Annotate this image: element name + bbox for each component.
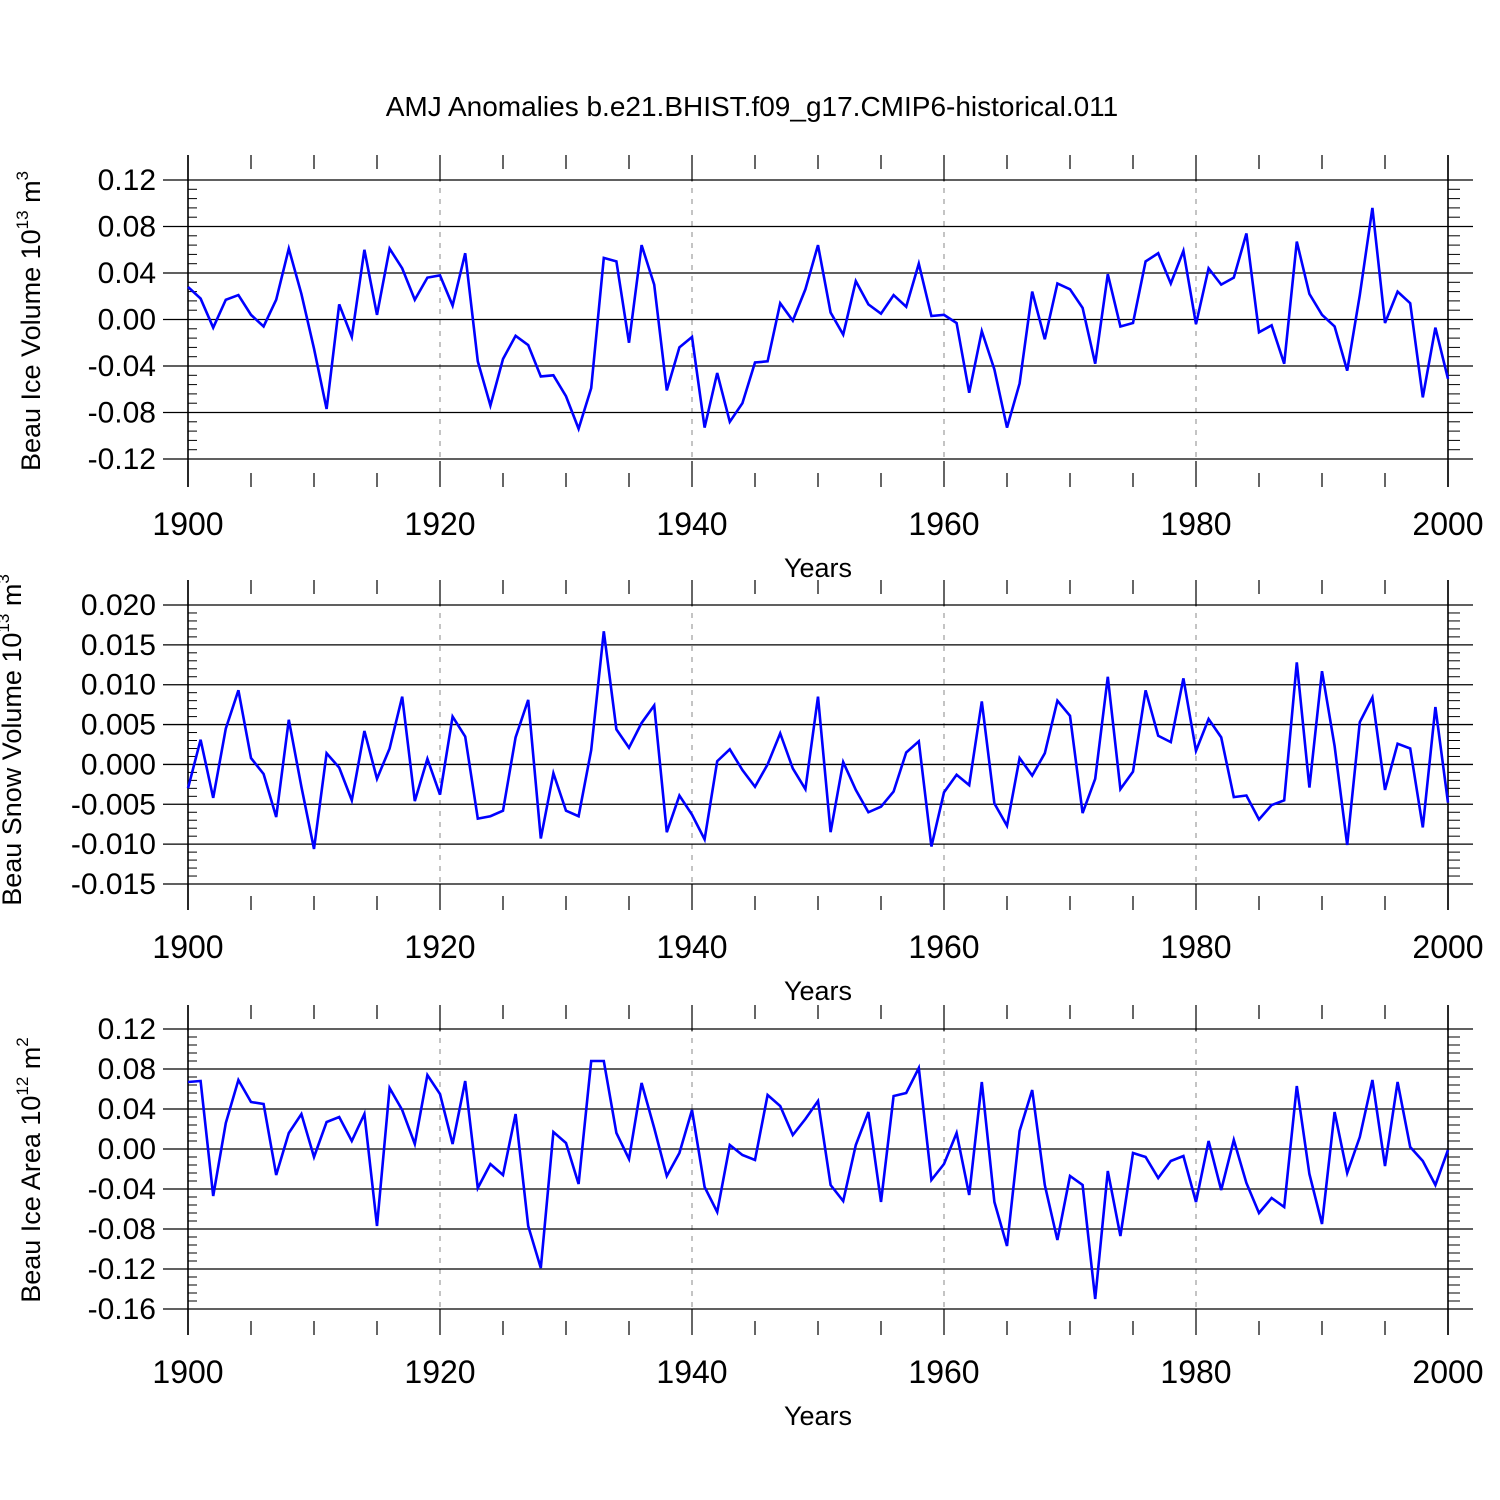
y-axis-label-part: Beau Ice Area 10	[16, 1096, 46, 1303]
x-tick-label: 1980	[1160, 1354, 1231, 1390]
y-tick-label: 0.04	[98, 257, 156, 290]
y-tick-label: -0.015	[71, 868, 156, 901]
x-tick-label: 1960	[908, 1354, 979, 1390]
y-tick-label: -0.010	[71, 828, 156, 861]
y-axis-label-part: Beau Ice Volume 10	[16, 229, 46, 471]
x-tick-label: 1960	[908, 506, 979, 542]
x-tick-label: 1920	[404, 506, 475, 542]
y-tick-label: -0.12	[88, 443, 156, 476]
x-axis-label: Years	[784, 1401, 852, 1431]
y-axis-label-superscript: 13	[13, 210, 32, 229]
y-tick-label: 0.12	[98, 1013, 156, 1046]
y-tick-label: 0.12	[98, 164, 156, 197]
y-tick-label: 0.020	[81, 589, 156, 622]
series-line	[187, 1059, 1450, 1300]
x-tick-label: 1980	[1160, 506, 1231, 542]
x-tick-label: 1940	[656, 929, 727, 965]
y-tick-label: -0.12	[88, 1253, 156, 1286]
chart-title: AMJ Anomalies b.e21.BHIST.f09_g17.CMIP6-…	[386, 91, 1119, 122]
y-tick-label: 0.08	[98, 1053, 156, 1086]
x-tick-label: 1900	[152, 929, 223, 965]
x-tick-label: 2000	[1412, 506, 1483, 542]
x-tick-label: 1960	[908, 929, 979, 965]
y-tick-label: -0.08	[88, 1213, 156, 1246]
y-axis-label-superscript: 2	[13, 1037, 32, 1046]
y-tick-label: 0.04	[98, 1093, 156, 1126]
y-axis-label-part: m	[0, 584, 27, 614]
y-axis-label-superscript: 13	[0, 614, 13, 633]
x-tick-label: 1940	[656, 1354, 727, 1390]
y-tick-label: 0.005	[81, 709, 156, 742]
x-axis-label: Years	[784, 553, 852, 583]
x-tick-label: 1940	[656, 506, 727, 542]
y-tick-label: -0.04	[88, 1173, 156, 1206]
y-tick-label: 0.00	[98, 304, 156, 337]
y-axis-label-part: Beau Snow Volume 10	[0, 633, 27, 906]
data-points	[187, 206, 1450, 430]
data-points	[187, 1060, 1450, 1301]
y-tick-label: -0.16	[88, 1293, 156, 1326]
y-axis-label: Beau Ice Volume 1013 m3	[13, 171, 46, 471]
x-tick-label: 1900	[152, 1354, 223, 1390]
panel-2: -0.015 -0.010 -0.005 0.000 0.005 0.010 0.015 0.…	[0, 574, 1484, 1006]
x-tick-label: 2000	[1412, 929, 1483, 965]
y-tick-label: -0.005	[71, 788, 156, 821]
y-tick-label: 0.000	[81, 748, 156, 781]
x-tick-label: 1980	[1160, 929, 1231, 965]
y-tick-label: -0.04	[88, 350, 156, 383]
x-tick-label: 1920	[404, 929, 475, 965]
y-axis-label-superscript: 3	[13, 171, 32, 180]
y-tick-label: 0.015	[81, 629, 156, 662]
y-axis-label: Beau Ice Area 1012 m2	[13, 1037, 46, 1303]
y-tick-label: 0.00	[98, 1133, 156, 1166]
panel-1: -0.12 -0.08 -0.04 0.00 0.04 0.08 0.12 1900 1920 1…	[13, 155, 1484, 583]
y-tick-label: -0.08	[88, 397, 156, 430]
y-axis-label: Beau Snow Volume 1013 m3	[0, 574, 27, 906]
x-tick-label: 1900	[152, 506, 223, 542]
x-tick-label: 1920	[404, 1354, 475, 1390]
y-axis-label-superscript: 3	[0, 574, 13, 583]
series-line	[187, 207, 1450, 433]
panel-3: -0.16 -0.12 -0.08 -0.04 0.00 0.04 0.08 0.12 1900…	[13, 1005, 1484, 1431]
x-tick-label: 2000	[1412, 1354, 1483, 1390]
y-tick-label: 0.010	[81, 669, 156, 702]
series-line	[186, 631, 1450, 850]
y-axis-label-part: m	[16, 1047, 46, 1077]
y-axis-label-superscript: 12	[13, 1077, 32, 1096]
y-axis-label-part: m	[16, 180, 46, 210]
y-tick-label: 0.08	[98, 211, 156, 244]
x-axis-label: Years	[784, 976, 852, 1006]
